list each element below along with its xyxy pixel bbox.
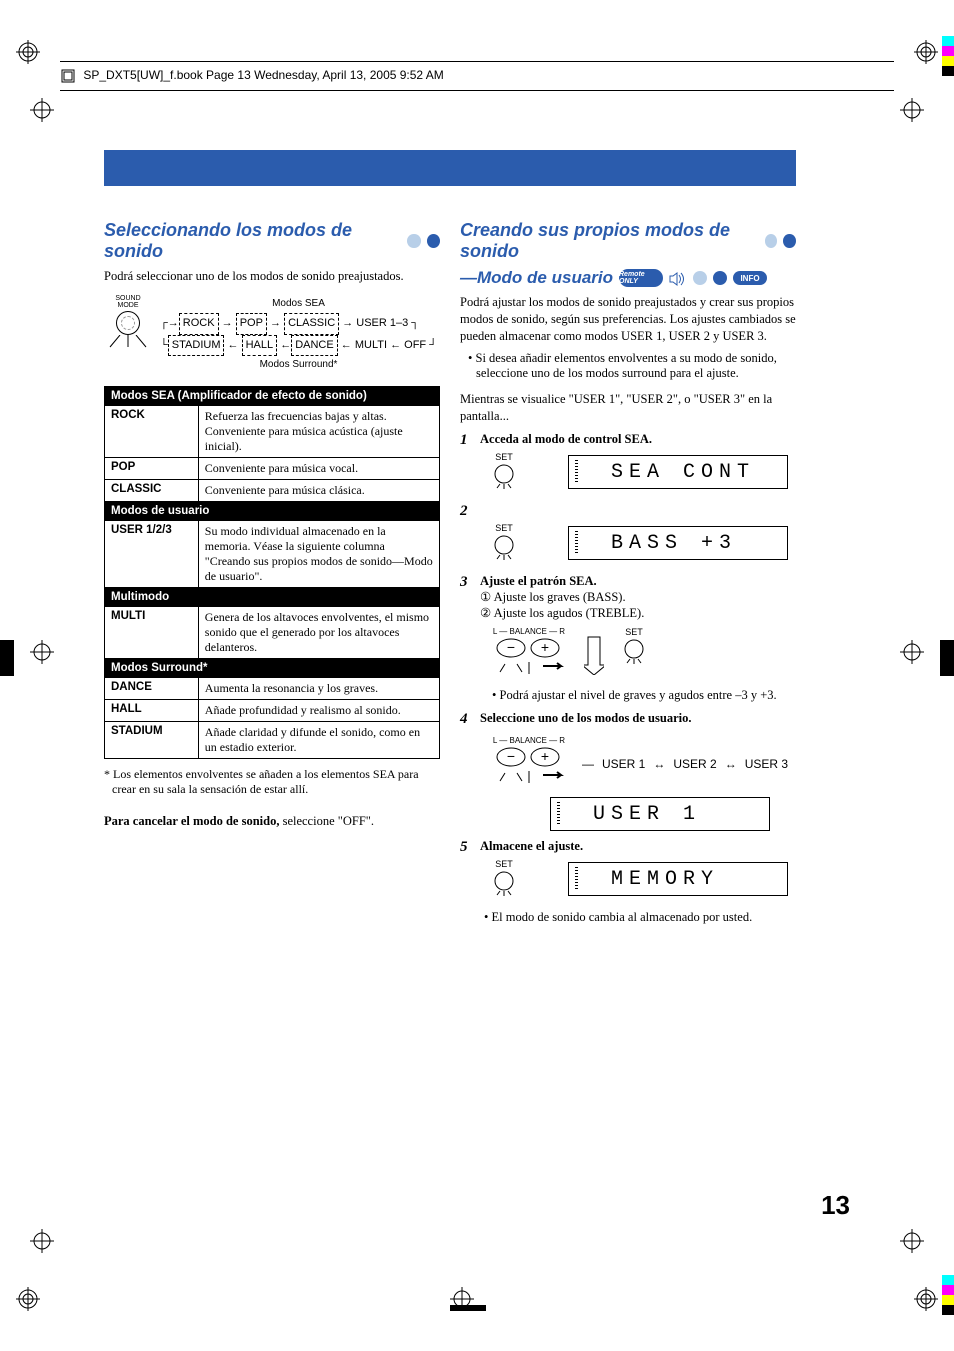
- step3-note: • Podrá ajustar el nivel de graves y agu…: [492, 688, 796, 703]
- circle-icon: [693, 271, 707, 285]
- balance-control-graphic: L — BALANCE — R − +: [484, 627, 574, 682]
- step-5: 5 Almacene el ajuste.: [460, 839, 796, 856]
- circle-icon: [713, 271, 727, 285]
- info-badge: INFO: [733, 271, 767, 285]
- svg-text:+: +: [541, 748, 549, 764]
- set-knob-graphic: SET: [614, 627, 654, 667]
- circle-icon: [765, 234, 778, 248]
- lcd-display: MEMORY: [568, 862, 788, 896]
- svg-text:−: −: [507, 748, 515, 764]
- print-header: SP_DXT5[UW]_f.book Page 13 Wednesday, Ap…: [60, 61, 894, 91]
- title-band: [104, 150, 796, 186]
- step-2: 2: [460, 503, 796, 520]
- bullet-surround: • Si desea añadir elementos envolventes …: [468, 351, 796, 381]
- down-arrow-icon: [584, 635, 604, 681]
- sound-mode-diagram: SOUND MODE Modos SEA ┌→ROCK → POP → CLAS…: [104, 291, 440, 383]
- left-column: Seleccionando los modos de sonido Podrá …: [104, 220, 440, 929]
- step-3: 3 Ajuste el patrón SEA. ① Ajuste los gra…: [460, 574, 796, 621]
- circle-icon: [427, 234, 440, 248]
- set-knob-graphic: SET: [484, 452, 524, 492]
- remote-only-badge: Remote ONLY: [619, 269, 663, 287]
- user-mode-subtitle: —Modo de usuario Remote ONLY INFO: [460, 268, 796, 288]
- left-section-title: Seleccionando los modos de sonido: [104, 220, 440, 262]
- right-section-title: Creando sus propios modos de sonido: [460, 220, 796, 262]
- sound-mode-button-graphic: SOUND MODE: [104, 295, 152, 351]
- right-intro: Podrá ajustar los modos de sonido preaju…: [460, 294, 796, 345]
- step-4: 4 Seleccione uno de los modos de usuario…: [460, 711, 796, 728]
- set-knob-graphic: SET: [484, 523, 524, 563]
- circle-icon: [783, 234, 796, 248]
- set-knob-graphic: SET: [484, 859, 524, 899]
- step-1: 1 Acceda al modo de control SEA.: [460, 432, 796, 449]
- lcd-display: SEA CONT: [568, 455, 788, 489]
- header-text: SP_DXT5[UW]_f.book Page 13 Wednesday, Ap…: [83, 68, 443, 82]
- balance-control-row: L — BALANCE — R − + SET: [484, 627, 796, 682]
- modes-table: Modos SEA (Amplificador de efecto de son…: [104, 386, 440, 759]
- while-text: Mientras se visualice "USER 1", "USER 2"…: [460, 391, 796, 425]
- user-mode-chain: L — BALANCE — R − + — USER 1 ↔ USER 2 ↔ …: [484, 736, 796, 791]
- svg-text:+: +: [541, 639, 549, 655]
- step5-note: • El modo de sonido cambia al almacenado…: [484, 910, 796, 925]
- right-column: Creando sus propios modos de sonido —Mod…: [460, 220, 796, 929]
- svg-text:−: −: [507, 639, 515, 655]
- speaker-icon: [669, 271, 687, 285]
- circle-icon: [407, 234, 420, 248]
- cancel-note: Para cancelar el modo de sonido, selecci…: [104, 813, 440, 830]
- footnote: * Los elementos envolventes se añaden a …: [104, 767, 440, 797]
- page-number: 13: [821, 1190, 850, 1221]
- lcd-display: USER 1: [550, 797, 770, 831]
- left-intro: Podrá seleccionar uno de los modos de so…: [104, 268, 440, 285]
- lcd-display: BASS +3: [568, 526, 788, 560]
- balance-control-graphic: L — BALANCE — R − +: [484, 736, 574, 791]
